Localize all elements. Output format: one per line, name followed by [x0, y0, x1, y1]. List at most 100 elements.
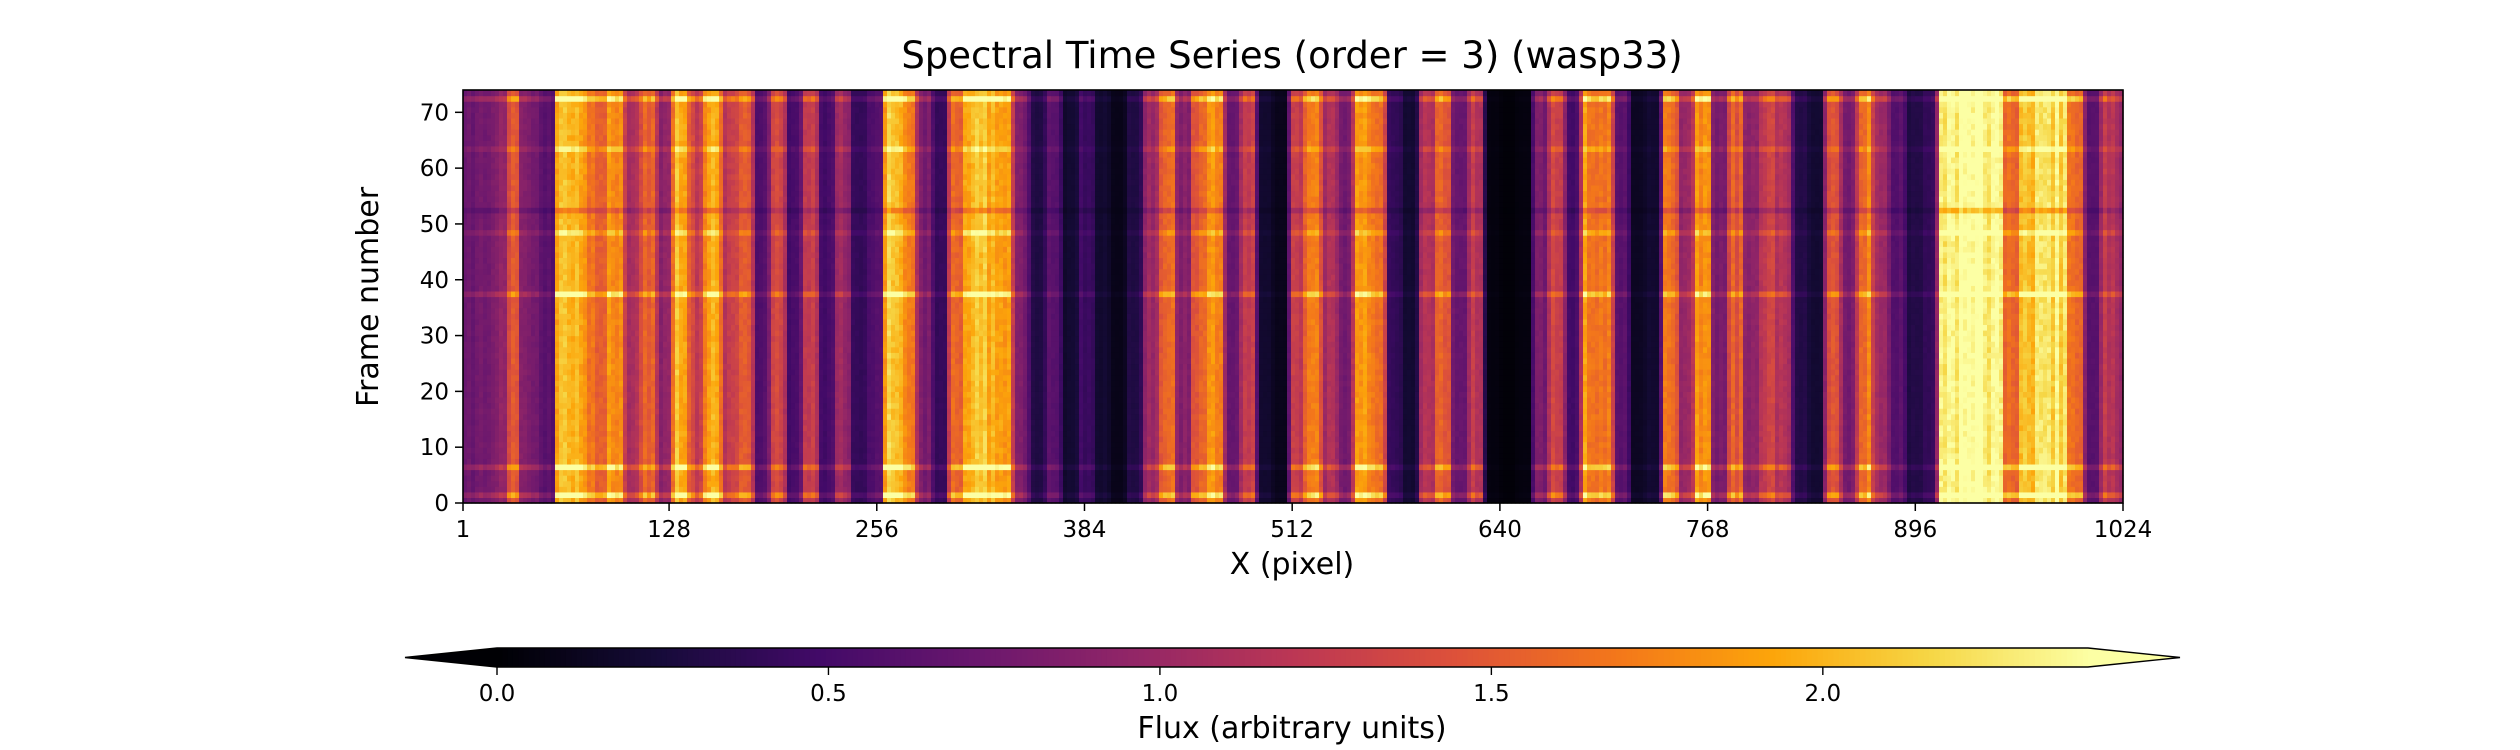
- heatmap-cell: [491, 347, 496, 353]
- heatmap-cell: [483, 486, 488, 492]
- heatmap-cell: [507, 291, 512, 297]
- heatmap-cell: [511, 436, 516, 442]
- heatmap-cell: [515, 96, 520, 102]
- heatmap-cell: [471, 252, 476, 258]
- heatmap-cell: [487, 224, 492, 230]
- heatmap-cell: [475, 263, 480, 269]
- heatmap-cell: [519, 464, 524, 470]
- heatmap-cell: [479, 185, 484, 191]
- heatmap-cell: [491, 391, 496, 397]
- heatmap-cell: [491, 442, 496, 448]
- heatmap-cell: [483, 330, 488, 336]
- heatmap-cell: [503, 481, 508, 487]
- heatmap-cell: [519, 257, 524, 263]
- heatmap-cell: [519, 458, 524, 464]
- heatmap-cell: [491, 397, 496, 403]
- heatmap-cell: [475, 90, 480, 96]
- heatmap-cell: [479, 492, 484, 498]
- heatmap-cell: [499, 151, 504, 157]
- heatmap-cell: [479, 336, 484, 342]
- heatmap-cell: [511, 196, 516, 202]
- heatmap-cell: [495, 118, 500, 124]
- heatmap-cell: [495, 146, 500, 152]
- heatmap-cell: [483, 319, 488, 325]
- heatmap-cell: [499, 470, 504, 476]
- heatmap-cell: [483, 324, 488, 330]
- heatmap-cell: [475, 274, 480, 280]
- heatmap-cell: [495, 190, 500, 196]
- heatmap-cell: [511, 146, 516, 152]
- heatmap-cell: [479, 414, 484, 420]
- heatmap-cell: [511, 112, 516, 118]
- heatmap-cell: [515, 185, 520, 191]
- heatmap-cell: [471, 140, 476, 146]
- heatmap-cell: [491, 101, 496, 107]
- heatmap-cell: [467, 352, 472, 358]
- heatmap-cell: [511, 313, 516, 319]
- heatmap-cell: [495, 447, 500, 453]
- heatmap-cell: [483, 391, 488, 397]
- heatmap-cell: [483, 492, 488, 498]
- heatmap-cell: [503, 157, 508, 163]
- heatmap-cell: [479, 179, 484, 185]
- heatmap-cell: [503, 185, 508, 191]
- heatmap-cell: [499, 274, 504, 280]
- heatmap-cell: [515, 207, 520, 213]
- heatmap-cell: [483, 257, 488, 263]
- heatmap-cell: [499, 179, 504, 185]
- heatmap-cell: [495, 453, 500, 459]
- heatmap-cell: [519, 202, 524, 208]
- heatmap-cell: [503, 252, 508, 258]
- heatmap-cell: [487, 291, 492, 297]
- heatmap-cell: [515, 347, 520, 353]
- heatmap-cell: [515, 202, 520, 208]
- heatmap-cell: [491, 481, 496, 487]
- heatmap-cell: [483, 313, 488, 319]
- heatmap-cell: [491, 112, 496, 118]
- heatmap-cell: [483, 96, 488, 102]
- heatmap-cell: [483, 280, 488, 286]
- heatmap-cell: [515, 447, 520, 453]
- heatmap-cell: [511, 163, 516, 169]
- heatmap-cell: [487, 425, 492, 431]
- heatmap-cell: [519, 486, 524, 492]
- heatmap-cell: [515, 190, 520, 196]
- heatmap-cell: [511, 101, 516, 107]
- heatmap-cell: [519, 408, 524, 414]
- heatmap-cell: [487, 397, 492, 403]
- heatmap-cell: [483, 475, 488, 481]
- heatmap-cell: [491, 213, 496, 219]
- heatmap-cell: [519, 297, 524, 303]
- heatmap-cell: [479, 324, 484, 330]
- heatmap-cell: [519, 319, 524, 325]
- heatmap-cell: [487, 352, 492, 358]
- heatmap-cell: [499, 257, 504, 263]
- heatmap-cell: [479, 174, 484, 180]
- heatmap-cell: [471, 425, 476, 431]
- heatmap-cell: [479, 135, 484, 141]
- heatmap-cell: [511, 123, 516, 129]
- heatmap-cell: [515, 414, 520, 420]
- heatmap-cell: [491, 196, 496, 202]
- heatmap-cell: [491, 458, 496, 464]
- heatmap-cell: [519, 341, 524, 347]
- heatmap-cell: [507, 107, 512, 113]
- heatmap-cell: [471, 263, 476, 269]
- heatmap-cell: [499, 319, 504, 325]
- heatmap-cell: [479, 263, 484, 269]
- heatmap-cell: [507, 129, 512, 135]
- heatmap-cell: [491, 135, 496, 141]
- heatmap-cell: [471, 168, 476, 174]
- heatmap-cell: [471, 213, 476, 219]
- heatmap-cell: [495, 168, 500, 174]
- heatmap-cell: [475, 107, 480, 113]
- heatmap-cell: [519, 358, 524, 364]
- heatmap-cell: [475, 447, 480, 453]
- heatmap-cell: [487, 263, 492, 269]
- heatmap-cell: [491, 190, 496, 196]
- heatmap-cell: [511, 369, 516, 375]
- heatmap-cell: [511, 447, 516, 453]
- heatmap-cell: [483, 135, 488, 141]
- heatmap-cell: [467, 414, 472, 420]
- heatmap-cell: [515, 375, 520, 381]
